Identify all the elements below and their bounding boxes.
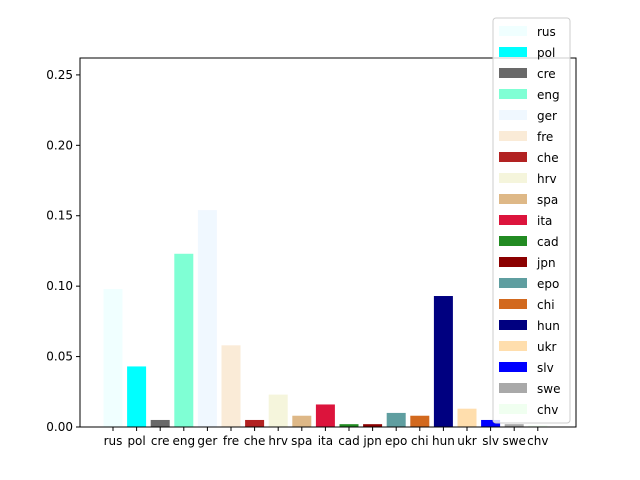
legend-swatch-che bbox=[499, 152, 527, 162]
legend-label-chi: chi bbox=[537, 298, 555, 312]
legend-swatch-jpn bbox=[499, 257, 527, 267]
x-tick-label-jpn: jpn bbox=[362, 434, 382, 448]
legend-label-pol: pol bbox=[537, 46, 555, 60]
bar-cre bbox=[150, 419, 170, 427]
legend-swatch-rus bbox=[499, 26, 527, 36]
legend-swatch-chi bbox=[499, 299, 527, 309]
x-tick-label-rus: rus bbox=[104, 434, 123, 448]
bar-rus bbox=[103, 288, 123, 427]
legend-label-slv: slv bbox=[537, 361, 554, 375]
legend-label-epo: epo bbox=[537, 277, 559, 291]
legend-swatch-ukr bbox=[499, 341, 527, 351]
x-tick-label-swe: swe bbox=[502, 434, 525, 448]
y-tick-label: 0.15 bbox=[46, 209, 73, 223]
x-tick-label-fre: fre bbox=[223, 434, 239, 448]
legend-label-ukr: ukr bbox=[537, 340, 557, 354]
legend-label-jpn: jpn bbox=[536, 256, 556, 270]
x-tick-label-che: che bbox=[244, 434, 266, 448]
bar-hun bbox=[433, 296, 453, 427]
plot-frame bbox=[79, 57, 577, 428]
bar-hrv bbox=[268, 394, 288, 427]
legend-swatch-epo bbox=[499, 278, 527, 288]
x-axis: rus pol cre eng ger fre che hrv spa ita cad jpn epo c… bbox=[104, 427, 548, 448]
bar-spa bbox=[292, 415, 312, 427]
legend-swatch-chv bbox=[499, 404, 527, 414]
bar-ita bbox=[315, 404, 335, 427]
x-tick-label-slv: slv bbox=[482, 434, 499, 448]
y-tick-label: 0.25 bbox=[46, 68, 73, 82]
legend-label-fre: fre bbox=[537, 130, 553, 144]
legend-swatch-cad bbox=[499, 236, 527, 246]
legend-label-ita: ita bbox=[537, 214, 552, 228]
legend-label-rus: rus bbox=[537, 25, 556, 39]
legend-swatch-slv bbox=[499, 362, 527, 372]
bar-epo bbox=[386, 412, 406, 427]
x-tick-label-cre: cre bbox=[151, 434, 170, 448]
legend-swatch-hrv bbox=[499, 173, 527, 183]
y-tick-label: 0.05 bbox=[46, 350, 73, 364]
x-tick-label-pol: pol bbox=[127, 434, 145, 448]
x-tick-label-ukr: ukr bbox=[457, 434, 477, 448]
x-tick-label-epo: epo bbox=[385, 434, 407, 448]
legend-swatch-ger bbox=[499, 110, 527, 120]
x-tick-label-spa: spa bbox=[291, 434, 312, 448]
bar-ukr bbox=[457, 408, 477, 427]
legend-swatch-pol bbox=[499, 47, 527, 57]
legend-swatch-hun bbox=[499, 320, 527, 330]
legend-label-spa: spa bbox=[537, 193, 558, 207]
bar-pol bbox=[127, 366, 147, 427]
bar-che bbox=[245, 419, 265, 427]
x-tick-label-chv: chv bbox=[527, 434, 548, 448]
legend-swatch-cre bbox=[499, 68, 527, 78]
bar-jpn bbox=[363, 424, 383, 427]
legend-label-chv: chv bbox=[537, 403, 558, 417]
x-tick-label-hun: hun bbox=[432, 434, 455, 448]
x-tick-label-hrv: hrv bbox=[268, 434, 288, 448]
legend-swatch-swe bbox=[499, 383, 527, 393]
y-tick-label: 0.00 bbox=[46, 420, 73, 434]
bars-group bbox=[103, 210, 548, 427]
legend-swatch-spa bbox=[499, 194, 527, 204]
x-tick-label-eng: eng bbox=[172, 434, 195, 448]
bar-chv bbox=[528, 425, 548, 427]
legend-label-ger: ger bbox=[537, 109, 557, 123]
bar-cad bbox=[339, 424, 359, 427]
y-axis: 0.00 0.05 0.10 0.15 0.20 0.25 bbox=[46, 68, 80, 434]
legend-label-che: che bbox=[537, 151, 559, 165]
legend: rus pol cre eng ger fre che hrv spa ita cad jpn epo c… bbox=[492, 17, 571, 424]
x-tick-label-ger: ger bbox=[197, 434, 217, 448]
legend-swatch-fre bbox=[499, 131, 527, 141]
legend-label-hun: hun bbox=[537, 319, 560, 333]
bar-chi bbox=[410, 415, 430, 427]
x-tick-label-ita: ita bbox=[318, 434, 333, 448]
y-tick-label: 0.10 bbox=[46, 279, 73, 293]
legend-label-cre: cre bbox=[537, 67, 556, 81]
x-tick-label-chi: chi bbox=[411, 434, 429, 448]
legend-swatch-eng bbox=[499, 89, 527, 99]
bar-slv bbox=[481, 419, 501, 427]
legend-swatch-ita bbox=[499, 215, 527, 225]
legend-label-eng: eng bbox=[537, 88, 560, 102]
bar-ger bbox=[197, 210, 217, 427]
bar-swe bbox=[504, 424, 524, 427]
y-tick-label: 0.20 bbox=[46, 138, 73, 152]
x-tick-label-cad: cad bbox=[338, 434, 360, 448]
legend-label-cad: cad bbox=[537, 235, 559, 249]
bar-fre bbox=[221, 345, 241, 427]
legend-label-swe: swe bbox=[537, 382, 560, 396]
bar-eng bbox=[174, 253, 194, 427]
legend-label-hrv: hrv bbox=[537, 172, 557, 186]
